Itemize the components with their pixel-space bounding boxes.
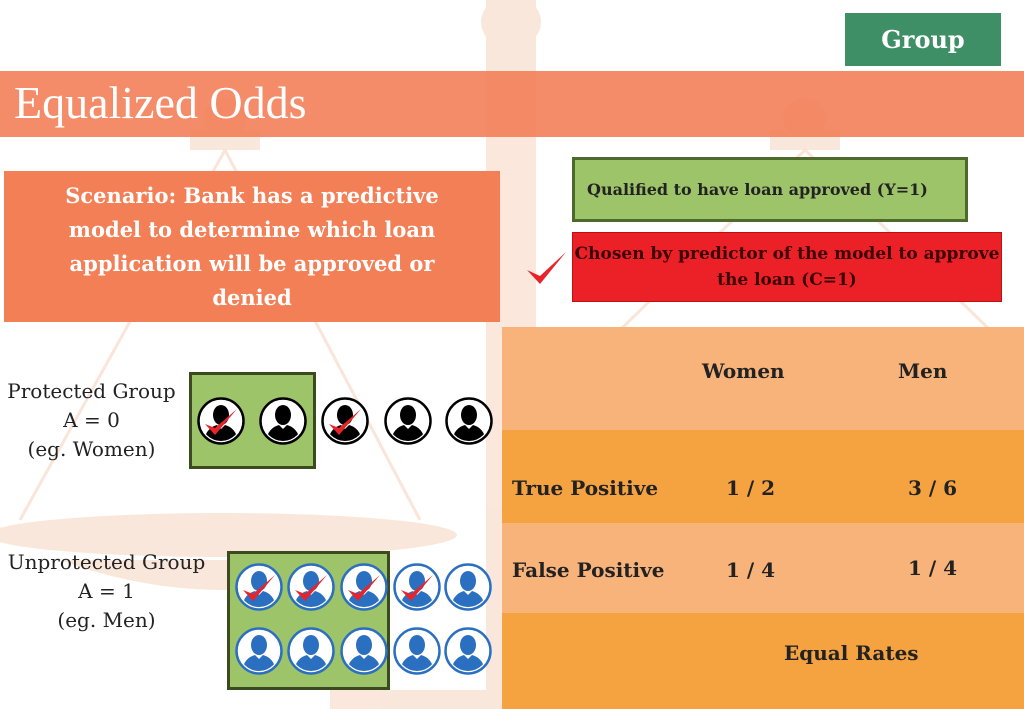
checkmark-icon — [329, 409, 361, 435]
woman-icon — [445, 397, 493, 445]
table-row: False Positive 1 / 4 1 / 4 — [502, 523, 1024, 613]
man-icon — [340, 627, 388, 675]
unprotected-group-name: Unprotected Group — [7, 550, 206, 574]
legend-chosen-label: Chosen by predictor of the model to appr… — [574, 244, 1000, 290]
man-icon — [287, 627, 335, 675]
protected-group-example: (eg. Women) — [27, 437, 156, 461]
row-label: False Positive — [512, 558, 665, 582]
man-icon — [340, 563, 388, 611]
unprotected-group-example: (eg. Men) — [57, 608, 156, 632]
protected-group-attr: A = 0 — [63, 408, 120, 432]
man-icon — [444, 627, 492, 675]
col-women-header: Women — [702, 359, 785, 383]
protected-group-label: Protected Group A = 0 (eg. Women) — [4, 377, 179, 464]
man-icon — [393, 627, 441, 675]
legend-qualified-label: Qualified to have loan approved (Y=1) — [587, 180, 928, 199]
checkmark-icon — [348, 575, 380, 601]
results-table: Women Men True Positive 1 / 2 3 / 6 Fals… — [502, 327, 1024, 709]
table-header-row: Women Men — [502, 327, 1024, 430]
title-band — [0, 71, 1024, 137]
protected-group-name: Protected Group — [7, 379, 176, 403]
checkmark-icon — [295, 575, 327, 601]
checkmark-icon — [527, 252, 566, 284]
page-title: Equalized Odds — [14, 77, 307, 128]
group-badge: Group — [845, 13, 1001, 66]
men-value: 3 / 6 — [908, 476, 958, 500]
table-row: True Positive 1 / 2 3 / 6 — [502, 430, 1024, 523]
equal-rates-label: Equal Rates — [784, 641, 919, 665]
legend-qualified: Qualified to have loan approved (Y=1) — [572, 157, 968, 222]
woman-icon — [321, 397, 369, 445]
man-icon — [444, 563, 492, 611]
legend-chosen: Chosen by predictor of the model to appr… — [572, 232, 1002, 302]
scenario-box: Scenario: Bank has a predictive model to… — [4, 171, 500, 322]
women-value: 1 / 2 — [726, 476, 776, 500]
woman-icon — [259, 397, 307, 445]
man-icon — [235, 627, 283, 675]
woman-icon — [197, 397, 245, 445]
man-icon — [393, 563, 441, 611]
checkmark-icon — [401, 575, 433, 601]
checkmark-icon — [205, 409, 237, 435]
checkmark-icon — [243, 575, 275, 601]
man-icon — [287, 563, 335, 611]
row-label: True Positive — [512, 476, 659, 500]
unprotected-group-attr: A = 1 — [78, 579, 135, 603]
man-icon — [235, 563, 283, 611]
unprotected-group-label: Unprotected Group A = 1 (eg. Men) — [4, 548, 209, 635]
table-footer-row: Equal Rates — [502, 613, 1024, 709]
col-men-header: Men — [898, 359, 948, 383]
men-value: 1 / 4 — [908, 556, 958, 580]
scenario-text: Scenario: Bank has a predictive model to… — [65, 182, 439, 310]
woman-icon — [384, 397, 432, 445]
women-value: 1 / 4 — [726, 558, 776, 582]
